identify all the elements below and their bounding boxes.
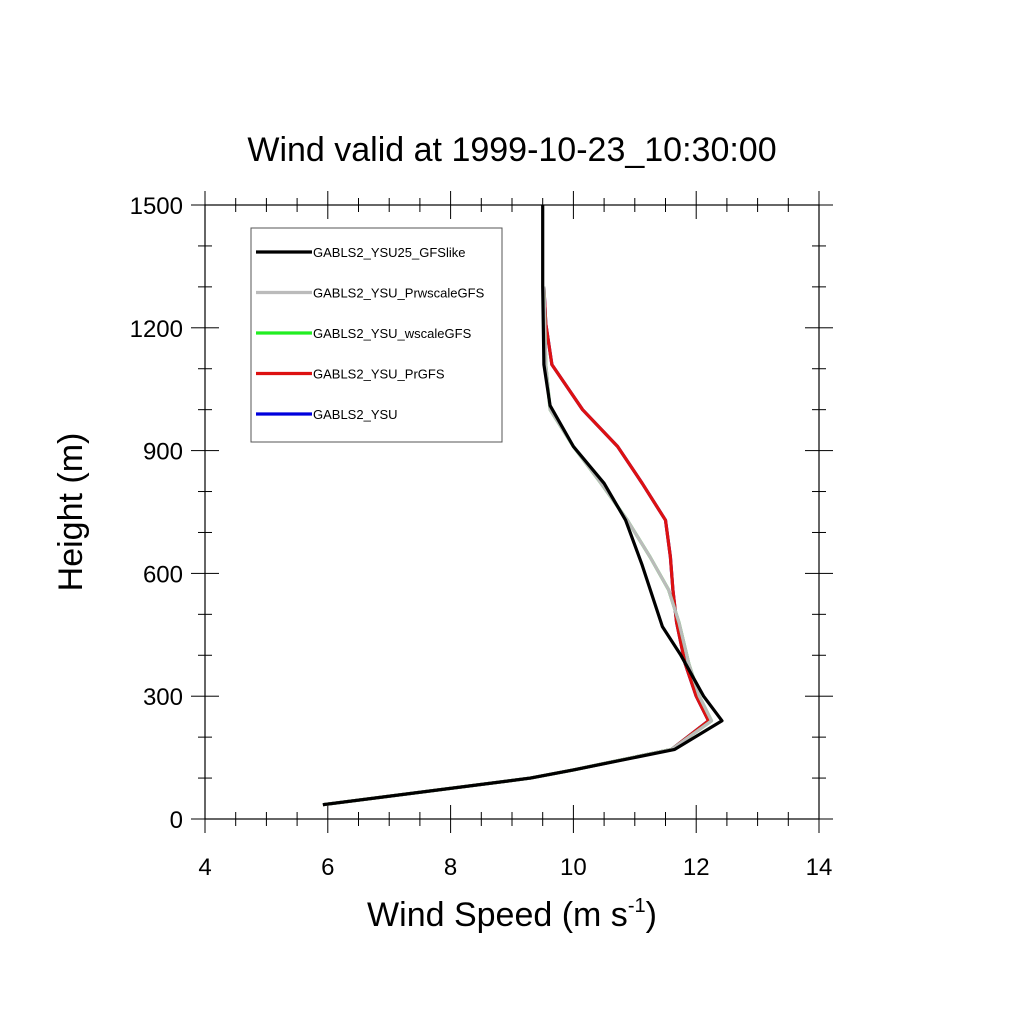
- series-layer: [322, 205, 724, 807]
- legend-label: GABLS2_YSU_PrGFS: [313, 367, 445, 382]
- x-tick-label: 10: [560, 854, 587, 881]
- x-axis-label-end: ): [646, 896, 657, 934]
- x-axis-label-superscript: -1: [628, 895, 646, 917]
- plot-frame: [204, 204, 820, 820]
- axis-ticks: [191, 191, 833, 833]
- x-tick-labels: 4 6 8 10 12 14: [198, 854, 832, 881]
- x-tick-label: 12: [683, 854, 710, 881]
- x-tick-label: 14: [806, 854, 833, 881]
- chart-title: Wind valid at 1999-10-23_10:30:00: [247, 131, 776, 169]
- y-tick-label: 600: [143, 561, 183, 588]
- legend-label: GABLS2_YSU: [313, 407, 398, 422]
- legend-label: GABLS2_YSU_wscaleGFS: [313, 326, 472, 341]
- y-tick-labels: 0 300 600 900 1200 1500: [130, 193, 183, 834]
- y-axis-label: Height (m): [52, 433, 90, 592]
- legend-label: GABLS2_YSU25_GFSlike: [313, 245, 465, 260]
- y-tick-label: 300: [143, 684, 183, 711]
- x-tick-label: 8: [444, 854, 457, 881]
- y-tick-label: 1500: [130, 193, 183, 220]
- y-tick-label: 0: [170, 807, 183, 834]
- legend-label: GABLS2_YSU_PrwscaleGFS: [313, 286, 485, 301]
- y-tick-label: 1200: [130, 316, 183, 343]
- series-line-gabls2-ysu25-gfslike: [322, 205, 724, 807]
- x-axis-label-main: Wind Speed (m s: [367, 896, 628, 934]
- legend-box: [250, 227, 503, 443]
- x-tick-label: 6: [321, 854, 334, 881]
- legend: GABLS2_YSU25_GFSlike GABLS2_YSU_PrwscaleG…: [250, 227, 503, 443]
- y-tick-label: 900: [143, 439, 183, 466]
- x-axis-label: Wind Speed (m s-1): [367, 895, 657, 934]
- x-tick-label: 4: [198, 854, 211, 881]
